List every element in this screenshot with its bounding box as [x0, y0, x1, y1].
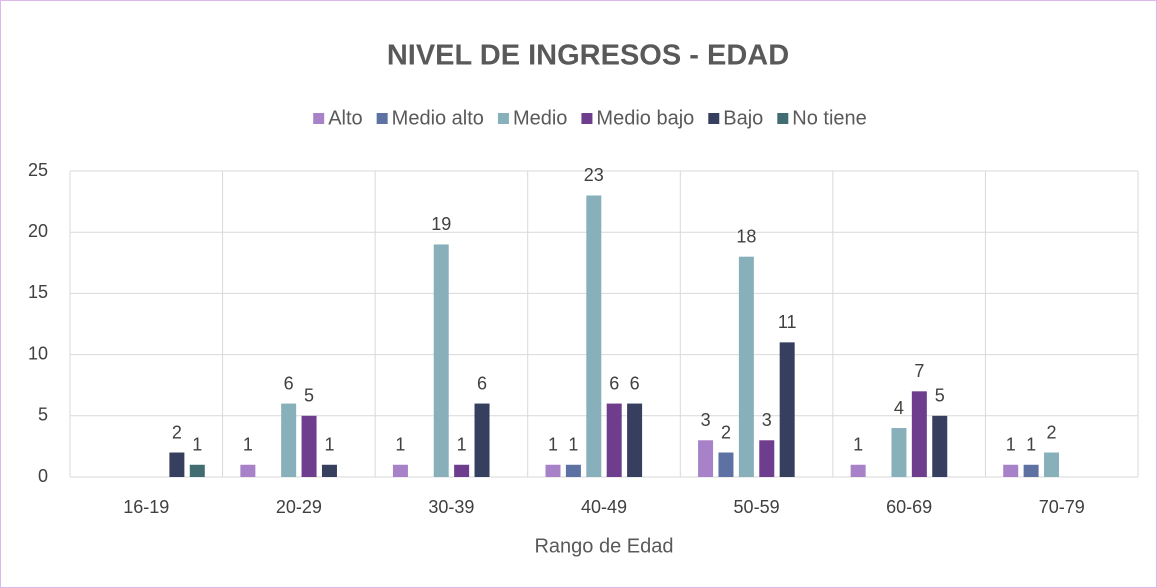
data-label: 3 [762, 410, 772, 430]
bar [738, 256, 754, 477]
legend-swatch [777, 113, 789, 124]
data-label: 1 [1026, 435, 1036, 455]
data-label: 2 [721, 422, 731, 442]
data-label: 6 [477, 373, 487, 393]
bar [586, 195, 602, 478]
legend-swatch [581, 113, 593, 124]
x-tick-label: 20-29 [276, 497, 322, 517]
data-label: 1 [192, 435, 202, 455]
data-label: 7 [914, 361, 924, 381]
data-label: 1 [457, 435, 467, 455]
x-tick-label: 70-79 [1039, 497, 1085, 517]
bar [932, 415, 948, 477]
y-tick-label: 5 [38, 405, 48, 425]
bar [169, 452, 185, 477]
legend-label: Medio bajo [596, 107, 694, 129]
data-label: 1 [243, 435, 253, 455]
bar [911, 391, 927, 477]
bar [240, 464, 256, 477]
bar [698, 440, 714, 477]
bar [718, 452, 734, 477]
y-tick-label: 25 [28, 160, 48, 180]
bar [392, 464, 408, 477]
data-label: 6 [609, 373, 619, 393]
bar [759, 440, 775, 477]
bar [1003, 464, 1019, 477]
legend-label: Medio alto [392, 107, 484, 129]
data-label: 23 [584, 165, 604, 185]
data-label: 4 [894, 398, 904, 418]
bar [301, 415, 317, 477]
data-label: 1 [395, 435, 405, 455]
y-tick-label: 10 [28, 343, 48, 363]
data-label: 5 [935, 386, 945, 406]
x-axis-title: Rango de Edad [534, 535, 673, 557]
data-label: 1 [548, 435, 558, 455]
data-label: 11 [778, 312, 797, 332]
bar [606, 403, 622, 477]
y-tick-label: 15 [28, 282, 48, 302]
legend-swatch [497, 113, 509, 124]
bar [321, 464, 337, 477]
legend-swatch [708, 113, 720, 124]
bar [627, 403, 643, 477]
bar [545, 464, 561, 477]
legend-label: Alto [328, 107, 362, 129]
data-label: 1 [324, 435, 334, 455]
bar [565, 464, 581, 477]
x-tick-label: 60-69 [886, 497, 932, 517]
bar [281, 403, 297, 477]
y-tick-label: 20 [28, 221, 48, 241]
bar [474, 403, 490, 477]
bar [779, 342, 795, 477]
y-tick-label: 0 [38, 466, 48, 486]
data-label: 3 [701, 410, 711, 430]
chart-title: NIVEL DE INGRESOS - EDAD [387, 40, 789, 72]
x-tick-label: 50-59 [734, 497, 780, 517]
legend-label: No tiene [792, 107, 867, 129]
legend-label: Medio [513, 107, 567, 129]
data-label: 6 [284, 373, 294, 393]
data-label: 5 [304, 386, 314, 406]
bar [189, 464, 205, 477]
bar [454, 464, 470, 477]
bar [1023, 464, 1039, 477]
legend-swatch [376, 113, 388, 124]
data-label: 18 [736, 226, 756, 246]
x-tick-label: 16-19 [123, 497, 169, 517]
data-label: 6 [630, 373, 640, 393]
bar [891, 428, 907, 477]
bar [850, 464, 866, 477]
data-label: 1 [568, 435, 578, 455]
legend-label: Bajo [723, 107, 763, 129]
data-label: 1 [1006, 435, 1016, 455]
bar [433, 244, 449, 477]
x-tick-label: 40-49 [581, 497, 627, 517]
bar [1044, 452, 1060, 477]
x-tick-label: 30-39 [428, 497, 474, 517]
data-label: 1 [853, 435, 863, 455]
data-label: 2 [1047, 422, 1057, 442]
data-label: 19 [431, 214, 451, 234]
legend-swatch [313, 113, 325, 124]
data-label: 2 [172, 422, 182, 442]
